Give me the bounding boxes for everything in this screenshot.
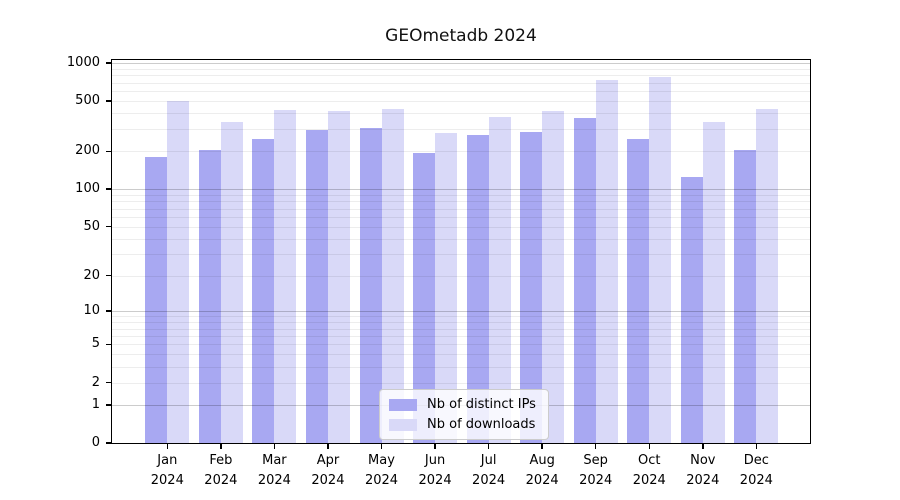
legend-swatch-distinct-ips (389, 398, 417, 411)
y-tick-label-2: 2 (91, 374, 100, 390)
bar-distinct-ips-oct (627, 139, 650, 443)
bar-downloads-oct (649, 77, 672, 443)
x-tick-sep (594, 443, 597, 449)
x-tick-dec (755, 443, 758, 449)
bar-downloads-mar (274, 109, 297, 443)
x-tick-jul (487, 443, 490, 449)
x-tick-label-sep: Sep 2024 (579, 453, 613, 488)
y-tick-label-200: 200 (75, 143, 100, 159)
bar-distinct-ips-jan (145, 157, 168, 443)
x-tick-label-jul: Jul 2024 (472, 453, 506, 488)
legend: Nb of distinct IPs Nb of downloads (379, 389, 549, 440)
bar-downloads-may (381, 109, 404, 443)
bar-downloads-jul (488, 116, 511, 443)
chart-title: GEOmetadb 2024 (385, 26, 537, 46)
bar-downloads-jun (435, 132, 458, 443)
x-tick-label-feb: Feb 2024 (204, 453, 238, 488)
x-tick-nov (702, 443, 704, 449)
y-tick-label-50: 50 (83, 218, 100, 234)
x-tick-mar (273, 443, 276, 449)
x-tick-label-dec: Dec 2024 (739, 453, 773, 488)
bar-distinct-ips-mar (252, 139, 275, 443)
x-tick-feb (220, 443, 222, 449)
y-tick-label-100: 100 (75, 181, 100, 197)
y-tick-200 (106, 150, 112, 152)
legend-swatch-downloads (389, 418, 417, 431)
y-tick-label-10: 10 (83, 303, 100, 319)
legend-item-distinct-ips: Nb of distinct IPs (389, 397, 536, 412)
y-tick-0 (106, 442, 112, 444)
x-tick-oct (648, 443, 650, 449)
y-tick-label-1000: 1000 (66, 54, 100, 70)
x-tick-aug (541, 443, 543, 449)
bars-layer (112, 60, 810, 443)
bar-downloads-jan (167, 101, 190, 443)
y-tick-label-20: 20 (83, 267, 100, 283)
y-tick-label-500: 500 (75, 93, 100, 109)
bar-downloads-sep (595, 80, 618, 443)
x-tick-label-apr: Apr 2024 (311, 453, 345, 488)
y-tick-50 (106, 225, 112, 228)
bar-distinct-ips-feb (198, 149, 221, 443)
y-tick-1000 (106, 62, 112, 64)
x-tick-may (380, 443, 383, 449)
x-tick-jun (434, 443, 436, 449)
bar-downloads-apr (327, 111, 350, 443)
legend-label-distinct-ips: Nb of distinct IPs (427, 397, 536, 412)
bar-downloads-dec (756, 108, 779, 443)
y-tick-1 (106, 404, 112, 406)
x-tick-label-aug: Aug 2024 (525, 453, 559, 488)
y-tick-label-5: 5 (91, 336, 100, 352)
y-tick-5 (106, 343, 112, 346)
legend-label-downloads: Nb of downloads (427, 417, 536, 432)
bar-distinct-ips-apr (305, 129, 328, 443)
x-tick-label-nov: Nov 2024 (686, 453, 720, 488)
legend-item-downloads: Nb of downloads (389, 417, 536, 432)
bar-downloads-aug (542, 111, 565, 443)
x-tick-label-mar: Mar 2024 (257, 453, 291, 488)
x-tick-label-jan: Jan 2024 (150, 453, 184, 488)
y-tick-500 (106, 100, 112, 102)
bar-distinct-ips-dec (734, 149, 757, 443)
y-tick-label-1: 1 (91, 396, 100, 412)
bar-distinct-ips-nov (680, 176, 703, 443)
bar-distinct-ips-sep (573, 118, 596, 443)
x-tick-jan (166, 443, 169, 449)
bar-downloads-feb (220, 122, 243, 443)
y-tick-2 (106, 381, 112, 384)
x-tick-apr (327, 443, 329, 449)
bar-distinct-ips-aug (520, 131, 543, 443)
y-tick-20 (106, 274, 112, 277)
y-tick-10 (106, 310, 112, 312)
x-tick-label-may: May 2024 (364, 453, 399, 488)
y-tick-label-0: 0 (91, 435, 100, 450)
x-tick-label-jun: Jun 2024 (418, 453, 452, 488)
y-tick-100 (106, 188, 112, 190)
bar-distinct-ips-jun (413, 152, 436, 443)
bar-distinct-ips-may (359, 128, 382, 443)
x-tick-label-oct: Oct 2024 (632, 453, 666, 488)
bar-downloads-nov (702, 122, 725, 443)
bar-distinct-ips-jul (466, 134, 489, 443)
